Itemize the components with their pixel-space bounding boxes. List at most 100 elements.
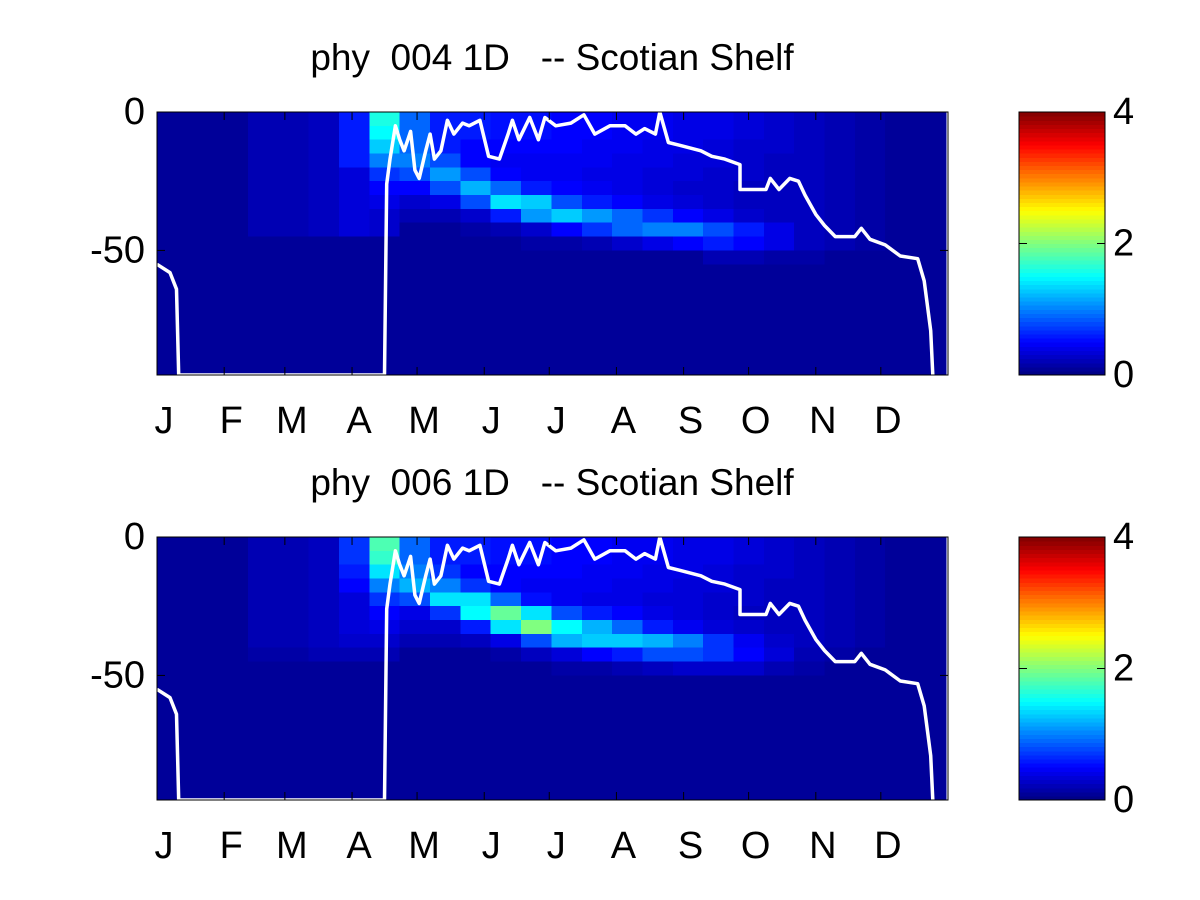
heatmap-cell (551, 689, 583, 704)
heatmap-cell (703, 744, 735, 760)
heatmap-cell (672, 222, 704, 238)
heatmap-cell (854, 716, 886, 732)
heatmap-cell (551, 250, 583, 265)
colorbar-step (1019, 783, 1105, 789)
heatmap-cell (308, 716, 340, 732)
x-tick-label: A (346, 400, 372, 442)
heatmap-cell (703, 333, 735, 348)
heatmap-cell (672, 647, 704, 663)
heatmap-cell (248, 139, 279, 155)
heatmap-cell (217, 675, 249, 690)
heatmap-cell (703, 278, 735, 293)
heatmap-cell (642, 361, 674, 375)
heatmap-cell (703, 181, 735, 196)
colorbar-step (1019, 598, 1105, 604)
heatmap-cell (399, 181, 431, 196)
heatmap-cell (278, 550, 310, 566)
heatmap-cell (339, 291, 370, 307)
heatmap-cell (217, 278, 249, 293)
heatmap-cell (885, 758, 917, 773)
colorbar-step (1019, 132, 1105, 138)
heatmap-cell (763, 647, 795, 663)
heatmap-cell (551, 758, 583, 773)
heatmap-cell (854, 675, 886, 690)
colorbar-step (1019, 276, 1105, 282)
colorbar-step (1019, 639, 1105, 645)
heatmap-cell (733, 208, 765, 224)
heatmap-cell (217, 153, 249, 168)
heatmap-cell (187, 264, 219, 279)
heatmap-cell (915, 139, 947, 155)
heatmap-cell (460, 236, 492, 252)
heatmap-cell (460, 139, 492, 155)
heatmap-cell (733, 250, 765, 265)
heatmap-cell (581, 250, 613, 265)
heatmap-cell (339, 592, 370, 607)
heatmap-cell (581, 195, 613, 210)
colorbar-step (1019, 301, 1105, 306)
colorbar-step (1019, 161, 1105, 167)
heatmap-cell (187, 333, 219, 348)
heatmap-cell (248, 153, 279, 168)
heatmap-cell (157, 319, 188, 335)
heatmap-cell (763, 578, 795, 593)
heatmap-cell (521, 661, 553, 677)
heatmap-cell (399, 291, 431, 307)
heatmap-cell (521, 278, 553, 293)
heatmap-cell (248, 125, 279, 141)
heatmap-cell (399, 647, 431, 663)
heatmap-cell (339, 181, 370, 196)
heatmap-cell (703, 195, 735, 210)
heatmap-cell (308, 278, 340, 293)
colorbar-step (1019, 767, 1105, 772)
heatmap-cell (157, 703, 188, 718)
heatmap-cell (824, 347, 856, 362)
heatmap-cell (824, 592, 856, 607)
heatmap-cell (824, 689, 856, 704)
colorbar-step (1019, 763, 1105, 768)
heatmap-cell (521, 139, 553, 155)
heatmap-cell (157, 592, 188, 607)
heatmap-cell (824, 361, 856, 375)
heatmap-cell (399, 319, 431, 335)
heatmap-cell (581, 675, 613, 690)
heatmap-cell (157, 112, 188, 127)
heatmap-cell (581, 167, 613, 182)
heatmap-cell (490, 578, 522, 593)
heatmap-cell (460, 112, 492, 127)
heatmap-cell (339, 730, 370, 746)
heatmap-cell (248, 236, 279, 252)
heatmap-cell (581, 606, 613, 621)
heatmap-cell (339, 153, 370, 168)
heatmap-cell (824, 278, 856, 293)
heatmap-cell (308, 578, 340, 593)
heatmap-cell (521, 264, 553, 279)
heatmap-cell (187, 564, 219, 580)
heatmap-cell (642, 689, 674, 704)
heatmap-cell (248, 208, 279, 224)
colorbar-step (1019, 586, 1105, 592)
colorbar-step (1019, 309, 1105, 314)
heatmap-cell (763, 278, 795, 293)
heatmap-cell (854, 305, 886, 321)
heatmap-cell (460, 620, 492, 635)
heatmap-cell (703, 758, 735, 773)
heatmap-cell (399, 675, 431, 690)
heatmap-cell (733, 675, 765, 690)
heatmap-cell (339, 716, 370, 732)
heatmap-cell (187, 319, 219, 335)
heatmap-cell (824, 744, 856, 760)
heatmap-cell (430, 208, 461, 224)
heatmap-cell (521, 786, 553, 800)
heatmap-cell (217, 208, 249, 224)
heatmap-cell (703, 592, 735, 607)
heatmap-cell (581, 703, 613, 718)
heatmap-cell (278, 772, 310, 787)
heatmap-cell (521, 716, 553, 732)
colorbar-tick-label: 4 (1113, 91, 1134, 133)
heatmap-cell (369, 112, 401, 127)
heatmap-cell (733, 305, 765, 321)
heatmap-cell (248, 592, 279, 607)
colorbar-step (1019, 758, 1105, 764)
